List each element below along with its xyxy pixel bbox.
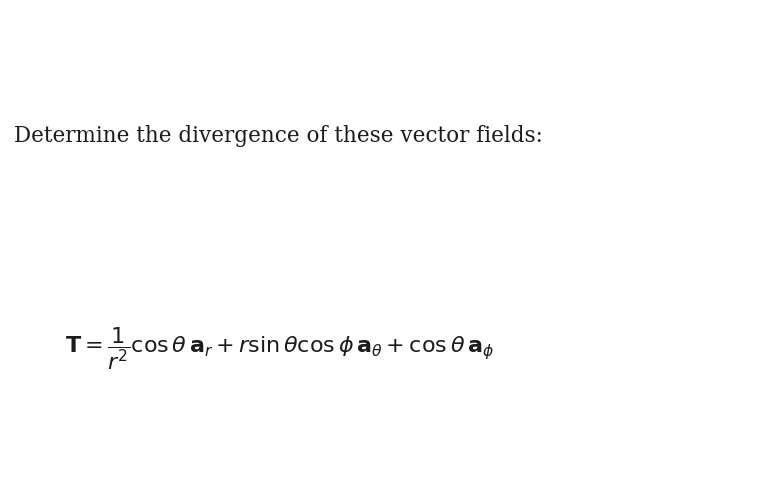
Text: Determine the divergence of these vector fields:: Determine the divergence of these vector…: [14, 124, 543, 147]
Text: $\mathbf{T} = \dfrac{1}{r^2}\cos\theta\, \mathbf{a}_{r} + r\sin\theta\cos\phi\, : $\mathbf{T} = \dfrac{1}{r^2}\cos\theta\,…: [65, 325, 495, 372]
